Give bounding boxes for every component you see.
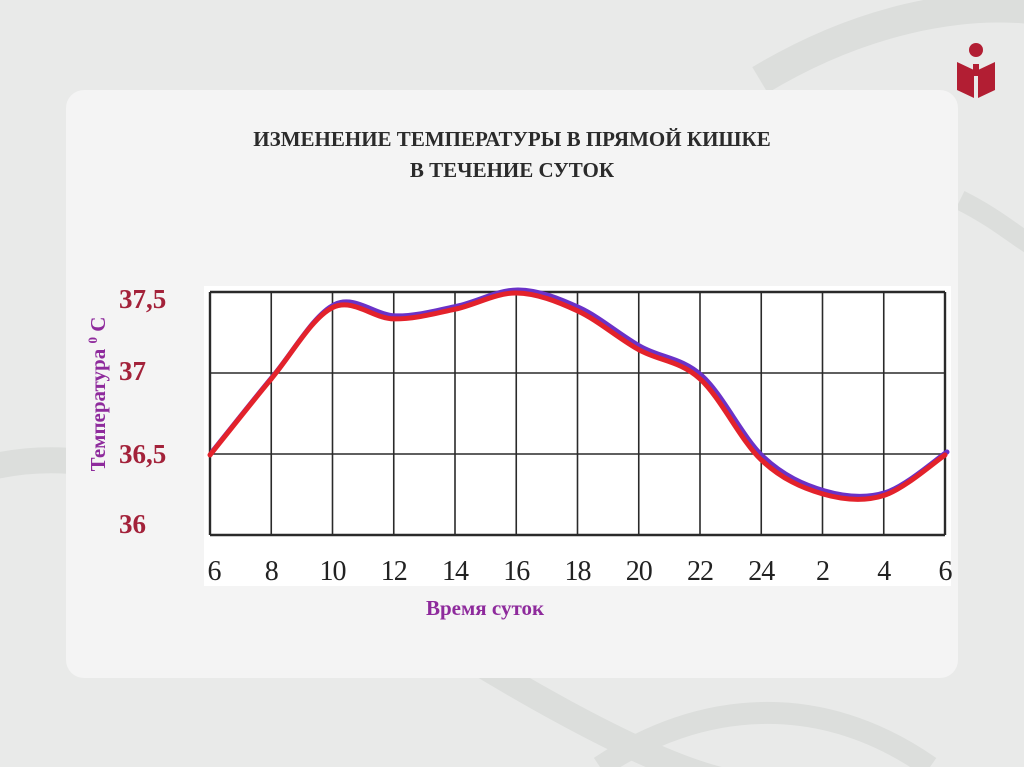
book-person-logo-icon [957, 43, 995, 98]
data-point [331, 305, 334, 309]
data-point [576, 308, 579, 312]
title-line-2: В ТЕЧЕНИЕ СУТОК [409, 158, 615, 182]
x-axis-title: Время суток [426, 596, 545, 620]
y-tick-label: 37 [119, 356, 146, 386]
y-tick-label: 37,5 [119, 284, 167, 314]
chart-title: ИЗМЕНЕНИЕ ТЕМПЕРАТУРЫ В ПРЯМОЙ КИШКЕ В Т… [66, 124, 958, 186]
x-tick-label: 22 [687, 556, 713, 587]
x-tick-label: 8 [265, 556, 278, 587]
x-tick-label: 6 [939, 556, 953, 587]
data-point [392, 316, 396, 320]
x-tick-label: 4 [877, 556, 891, 587]
data-point [698, 376, 702, 380]
x-tick-label: 16 [503, 556, 530, 587]
data-point [637, 347, 641, 351]
title-line-1: ИЗМЕНЕНИЕ ТЕМПЕРАТУРЫ В ПРЯМОЙ КИШКЕ [253, 127, 771, 151]
x-tick-label: 18 [565, 556, 591, 587]
y-tick-label: 36,5 [119, 439, 167, 469]
data-point [208, 452, 212, 456]
y-tick-label: 36 [119, 509, 146, 539]
x-tick-label: 20 [626, 556, 652, 587]
data-point [453, 306, 457, 310]
data-point [269, 376, 273, 380]
data-point [943, 452, 947, 456]
x-tick-label: 14 [442, 556, 469, 587]
x-tick-label: 12 [381, 556, 407, 587]
x-tick-label: 10 [320, 556, 346, 587]
data-point [821, 491, 824, 495]
x-tick-label: 6 [208, 556, 222, 587]
data-point [514, 290, 518, 294]
data-point [759, 457, 763, 461]
x-tick-label: 24 [748, 556, 775, 587]
x-tick-label: 2 [816, 556, 829, 587]
data-point [882, 493, 886, 496]
